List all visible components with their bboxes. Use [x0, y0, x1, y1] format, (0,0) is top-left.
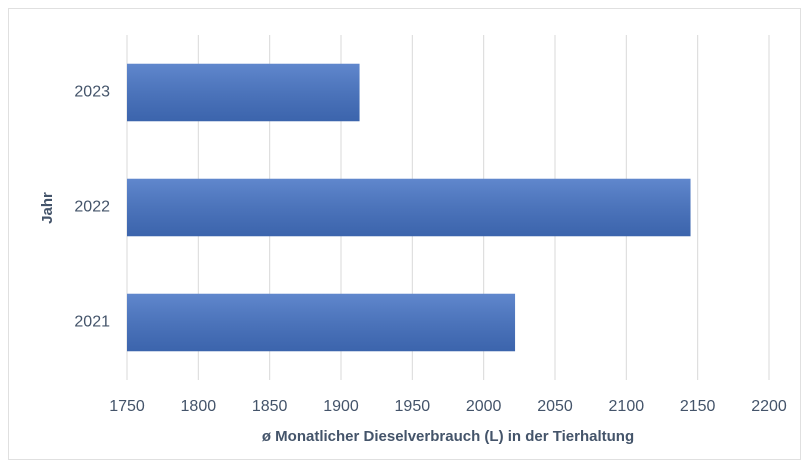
y-tick-label: 2021 — [74, 314, 110, 331]
bar-shade — [127, 293, 516, 352]
bar-shade — [127, 178, 691, 237]
y-tick-label: 2023 — [74, 84, 110, 101]
x-tick-label: 1750 — [109, 398, 145, 415]
x-tick-label: 1800 — [181, 398, 217, 415]
x-tick-label: 2200 — [751, 398, 787, 415]
x-tick-label: 1900 — [323, 398, 359, 415]
y-axis-title: Jahr — [39, 192, 56, 224]
x-tick-label: 2100 — [609, 398, 645, 415]
x-tick-label: 2000 — [466, 398, 502, 415]
y-tick-label: 2022 — [74, 199, 110, 216]
x-tick-label: 2050 — [537, 398, 573, 415]
x-tick-label: 1850 — [252, 398, 288, 415]
bars — [127, 63, 691, 352]
x-tick-label: 2150 — [680, 398, 716, 415]
x-tick-label: 1950 — [395, 398, 431, 415]
x-axis-title: ø Monatlicher Dieselverbrauch (L) in der… — [262, 428, 634, 445]
bar-shade — [127, 63, 360, 122]
